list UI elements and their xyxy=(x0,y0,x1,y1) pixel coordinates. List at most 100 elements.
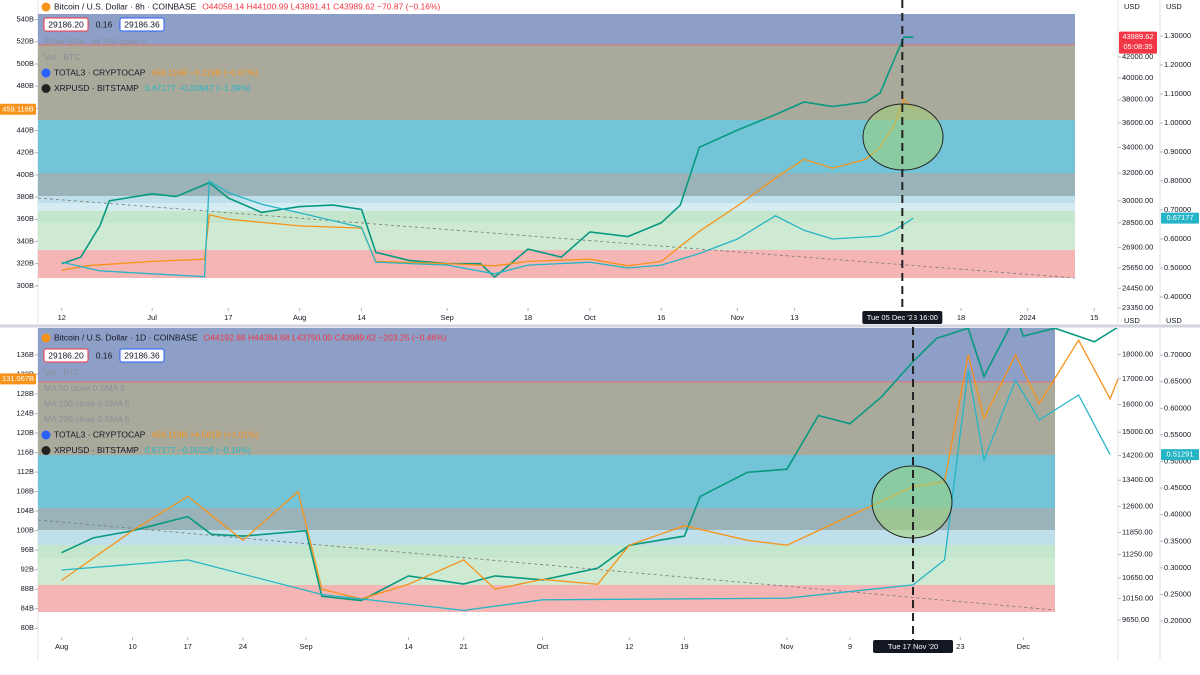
trend-line xyxy=(37,519,1056,611)
y-tick-label: 1.30000 xyxy=(1164,31,1191,40)
x-tick-label: 21 xyxy=(460,642,468,651)
order-box[interactable] xyxy=(119,348,165,363)
zone-band xyxy=(38,203,1075,211)
y-tick-label: 9650.00 xyxy=(1122,615,1149,624)
order-box-text: 29186.20 xyxy=(48,19,84,29)
y-tick-label: 400B xyxy=(16,170,34,179)
y-tick-label: 0.60000 xyxy=(1164,403,1191,412)
crosshair-label: Tue 17 Nov '20 xyxy=(888,642,938,651)
y-tick-label: 128B xyxy=(16,389,34,398)
x-tick-label: 24 xyxy=(239,642,247,651)
y-tick-label: 92B xyxy=(21,565,34,574)
y-tick-label: 120B xyxy=(16,428,34,437)
y-tick-label: 340B xyxy=(16,236,34,245)
y-tick-label: 320B xyxy=(16,259,34,268)
order-box[interactable] xyxy=(119,17,165,32)
y-tick-label: 17000.00 xyxy=(1122,374,1153,383)
y-tick-label: 420B xyxy=(16,148,34,157)
x-tick-label: Sep xyxy=(299,642,312,651)
price-tag xyxy=(0,373,36,385)
series-icon xyxy=(41,446,51,455)
zone-band xyxy=(38,173,1075,196)
x-tick-label: Oct xyxy=(584,313,597,322)
x-tick-label: 14 xyxy=(404,642,412,651)
y-tick-label: 10650.00 xyxy=(1122,573,1153,582)
y-tick-label: 16000.00 xyxy=(1122,400,1153,409)
y-tick-label: 112B xyxy=(17,467,34,476)
y-tick-label: 0.20000 xyxy=(1164,616,1191,625)
y-tick-label: 32000.00 xyxy=(1122,168,1153,177)
y-tick-label: 14200.00 xyxy=(1122,450,1153,459)
y-tick-label: 100B xyxy=(16,526,34,535)
zone-band xyxy=(38,223,1075,250)
x-tick-label: 17 xyxy=(224,313,232,322)
y-tick-label: 88B xyxy=(21,584,34,593)
order-box-text: 0.16 xyxy=(96,350,113,360)
y-tick-label: 0.50000 xyxy=(1164,456,1191,465)
indicator-label: MA 200 close 0 SMA 5 xyxy=(44,414,130,424)
y-tick-label: 0.60000 xyxy=(1164,234,1191,243)
y-tick-label: 0.80000 xyxy=(1164,176,1191,185)
legend-name: TOTAL3 · CRYPTOCAP xyxy=(54,429,146,439)
y-tick-label: 104B xyxy=(16,506,34,515)
y-tick-label: 0.30000 xyxy=(1164,563,1191,572)
y-tick-label: 0.90000 xyxy=(1164,147,1191,156)
y-tick-label: 18000.00 xyxy=(1122,350,1153,359)
legend-values: O44058.14 H44100.99 L43891.41 C43989.62 … xyxy=(202,1,440,11)
indicator-label: Vol · BTC xyxy=(44,367,80,377)
zone-band xyxy=(38,508,1055,530)
y-tick-label: 500B xyxy=(16,59,34,68)
zone-band xyxy=(38,558,1055,585)
legend-name: Bitcoin / U.S. Dollar · 8h · COINBASE xyxy=(54,1,197,11)
y-tick-label: 0.55000 xyxy=(1164,430,1191,439)
series-line xyxy=(61,338,1118,600)
legend-name: Bitcoin / U.S. Dollar · 1D · COINBASE xyxy=(54,332,198,342)
y-tick-label: 1.00000 xyxy=(1164,118,1191,127)
price-tag xyxy=(1119,31,1157,54)
x-tick-label: 16 xyxy=(657,313,665,322)
y-tick-label: 11850.00 xyxy=(1122,527,1153,536)
price-tag xyxy=(0,103,36,115)
legend-values: O44192.86 H44384.68 L43750.00 C43989.62 … xyxy=(204,332,447,342)
y-tick-label: 0.35000 xyxy=(1164,536,1191,545)
legend-name: XRPUSD · BITSTAMP xyxy=(54,445,139,455)
y-tick-label: 0.25000 xyxy=(1164,589,1191,598)
series-icon xyxy=(41,2,51,12)
zone-band xyxy=(38,211,1075,223)
y-tick-label: 116B xyxy=(17,447,34,456)
x-tick-label: 12 xyxy=(58,313,66,322)
indicator-label: MA 100 close 0 SMA 5 xyxy=(44,398,130,408)
y-tick-label: 1.10000 xyxy=(1164,89,1191,98)
price-tag-text: 43989.62 xyxy=(1122,32,1153,41)
crosshair-label: Tue 05 Dec '23 16:00 xyxy=(867,313,938,322)
series-icon xyxy=(41,430,51,440)
x-tick-label: 15 xyxy=(1090,313,1098,322)
y-tick-label: 380B xyxy=(16,192,34,201)
series-line xyxy=(61,98,914,271)
y-tick-label: 26900.00 xyxy=(1122,242,1153,251)
order-box[interactable] xyxy=(43,348,89,363)
order-box[interactable] xyxy=(43,17,89,32)
y-tick-label: 80B xyxy=(21,623,34,632)
zone-band xyxy=(38,545,1055,558)
y-tick-label: 38000.00 xyxy=(1122,95,1153,104)
y-tick-label: 11250.00 xyxy=(1122,550,1153,559)
y-tick-label: 10150.00 xyxy=(1122,593,1153,602)
order-box-text: 29186.36 xyxy=(124,350,160,360)
price-tag xyxy=(1161,449,1199,461)
axis-unit: USD xyxy=(1124,2,1140,11)
y-tick-label: 0.40000 xyxy=(1164,292,1191,301)
zone-band xyxy=(38,585,1055,612)
price-tag-text: 0.51291 xyxy=(1166,450,1193,459)
x-tick-label: Dec xyxy=(1017,642,1031,651)
crosshair-label-bg xyxy=(873,640,954,653)
x-tick-label: 18 xyxy=(524,313,532,322)
y-tick-label: 108B xyxy=(16,487,34,496)
y-tick-label: 34000.00 xyxy=(1122,142,1153,151)
x-tick-label: Aug xyxy=(55,642,68,651)
y-tick-label: 28500.00 xyxy=(1122,218,1153,227)
x-tick-label: 9 xyxy=(848,642,852,651)
y-tick-label: 15000.00 xyxy=(1122,427,1153,436)
legend-name: TOTAL3 · CRYPTOCAP xyxy=(54,67,146,77)
